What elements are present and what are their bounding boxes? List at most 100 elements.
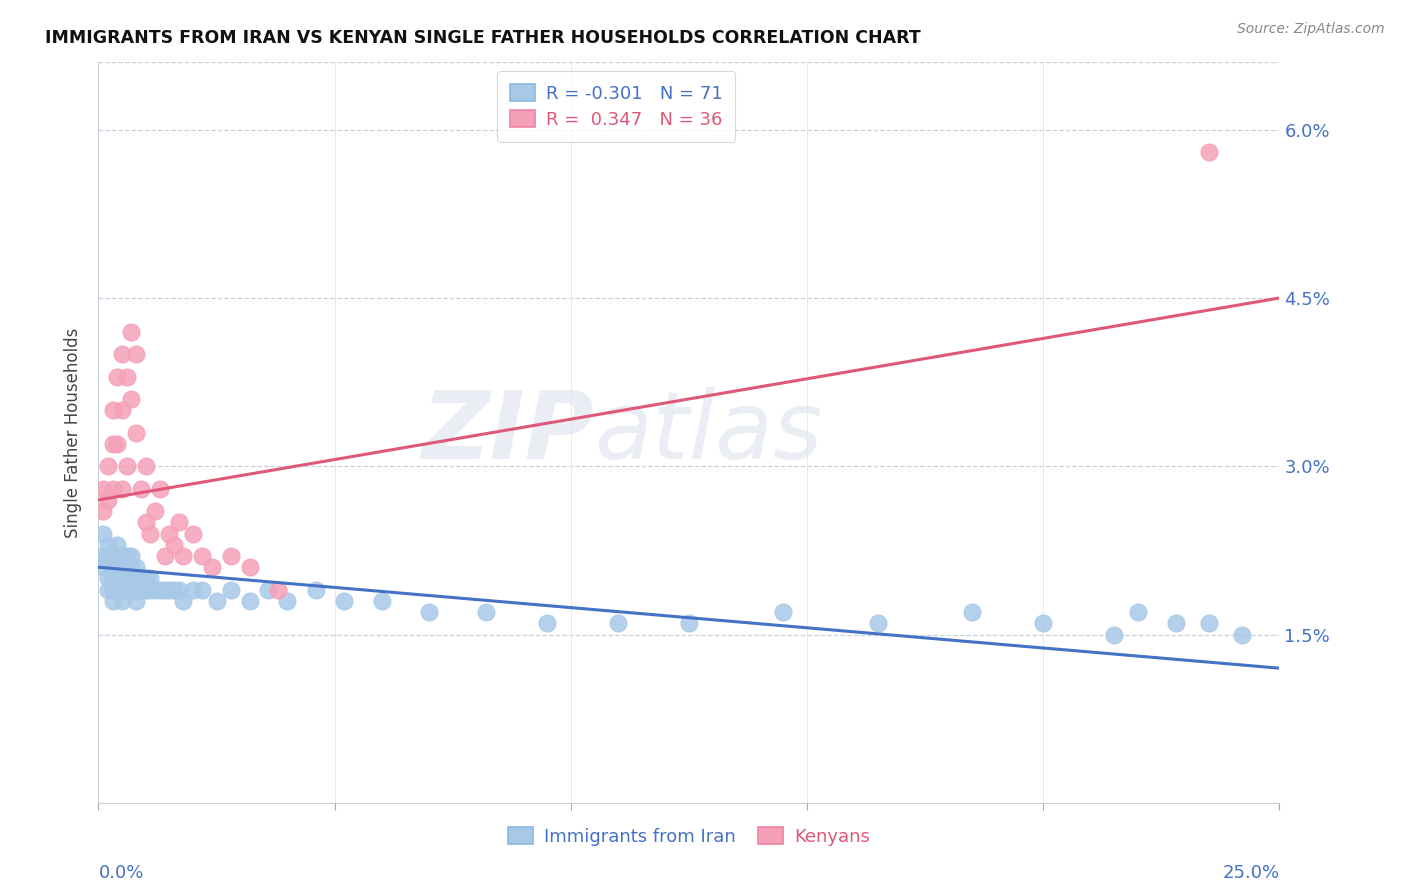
- Point: [163, 538, 186, 552]
- Point: [163, 582, 186, 597]
- Point: [191, 582, 214, 597]
- Point: [149, 582, 172, 597]
- Point: [101, 571, 124, 585]
- Point: [97, 492, 120, 507]
- Point: [135, 516, 157, 530]
- Point: [97, 582, 120, 597]
- Point: [153, 549, 176, 563]
- Point: [115, 549, 138, 563]
- Point: [157, 526, 180, 541]
- Point: [157, 582, 180, 597]
- Point: [111, 571, 134, 585]
- Point: [101, 403, 124, 417]
- Point: [267, 582, 290, 597]
- Text: 0.0%: 0.0%: [98, 864, 143, 882]
- Point: [129, 582, 152, 597]
- Point: [607, 616, 630, 631]
- Point: [105, 437, 128, 451]
- Point: [111, 549, 134, 563]
- Point: [305, 582, 328, 597]
- Point: [111, 347, 134, 361]
- Point: [772, 605, 794, 619]
- Point: [1032, 616, 1054, 631]
- Point: [111, 403, 134, 417]
- Text: Source: ZipAtlas.com: Source: ZipAtlas.com: [1237, 22, 1385, 37]
- Point: [97, 459, 120, 474]
- Point: [115, 369, 138, 384]
- Point: [105, 560, 128, 574]
- Point: [101, 482, 124, 496]
- Point: [167, 582, 190, 597]
- Point: [105, 571, 128, 585]
- Point: [239, 594, 262, 608]
- Point: [219, 549, 242, 563]
- Point: [97, 538, 120, 552]
- Point: [257, 582, 280, 597]
- Point: [101, 594, 124, 608]
- Point: [1164, 616, 1187, 631]
- Point: [91, 482, 114, 496]
- Point: [91, 549, 114, 563]
- Point: [205, 594, 228, 608]
- Point: [91, 526, 114, 541]
- Point: [201, 560, 224, 574]
- Text: IMMIGRANTS FROM IRAN VS KENYAN SINGLE FATHER HOUSEHOLDS CORRELATION CHART: IMMIGRANTS FROM IRAN VS KENYAN SINGLE FA…: [45, 29, 921, 47]
- Point: [91, 560, 114, 574]
- Point: [536, 616, 558, 631]
- Point: [962, 605, 984, 619]
- Point: [105, 582, 128, 597]
- Point: [371, 594, 394, 608]
- Point: [866, 616, 889, 631]
- Point: [129, 482, 152, 496]
- Point: [139, 526, 162, 541]
- Point: [105, 538, 128, 552]
- Point: [105, 369, 128, 384]
- Point: [111, 560, 134, 574]
- Point: [149, 482, 172, 496]
- Point: [191, 549, 214, 563]
- Point: [143, 504, 166, 518]
- Point: [135, 571, 157, 585]
- Point: [121, 571, 143, 585]
- Point: [101, 560, 124, 574]
- Point: [115, 459, 138, 474]
- Point: [1198, 616, 1220, 631]
- Point: [1126, 605, 1149, 619]
- Point: [125, 582, 148, 597]
- Point: [239, 560, 262, 574]
- Text: ZIP: ZIP: [422, 386, 595, 479]
- Point: [143, 582, 166, 597]
- Point: [121, 560, 143, 574]
- Point: [678, 616, 700, 631]
- Text: atlas: atlas: [595, 387, 823, 478]
- Point: [121, 582, 143, 597]
- Legend: Immigrants from Iran, Kenyans: Immigrants from Iran, Kenyans: [501, 820, 877, 853]
- Point: [219, 582, 242, 597]
- Point: [115, 582, 138, 597]
- Point: [101, 437, 124, 451]
- Point: [97, 549, 120, 563]
- Point: [181, 582, 204, 597]
- Point: [111, 482, 134, 496]
- Point: [167, 516, 190, 530]
- Point: [153, 582, 176, 597]
- Point: [1198, 145, 1220, 160]
- Point: [105, 549, 128, 563]
- Point: [1230, 627, 1253, 641]
- Point: [139, 582, 162, 597]
- Point: [121, 392, 143, 406]
- Point: [1102, 627, 1125, 641]
- Point: [333, 594, 356, 608]
- Point: [111, 582, 134, 597]
- Point: [418, 605, 440, 619]
- Point: [276, 594, 298, 608]
- Point: [172, 549, 194, 563]
- Point: [135, 459, 157, 474]
- Point: [121, 549, 143, 563]
- Point: [125, 425, 148, 440]
- Point: [172, 594, 194, 608]
- Point: [125, 594, 148, 608]
- Point: [125, 571, 148, 585]
- Point: [181, 526, 204, 541]
- Point: [475, 605, 498, 619]
